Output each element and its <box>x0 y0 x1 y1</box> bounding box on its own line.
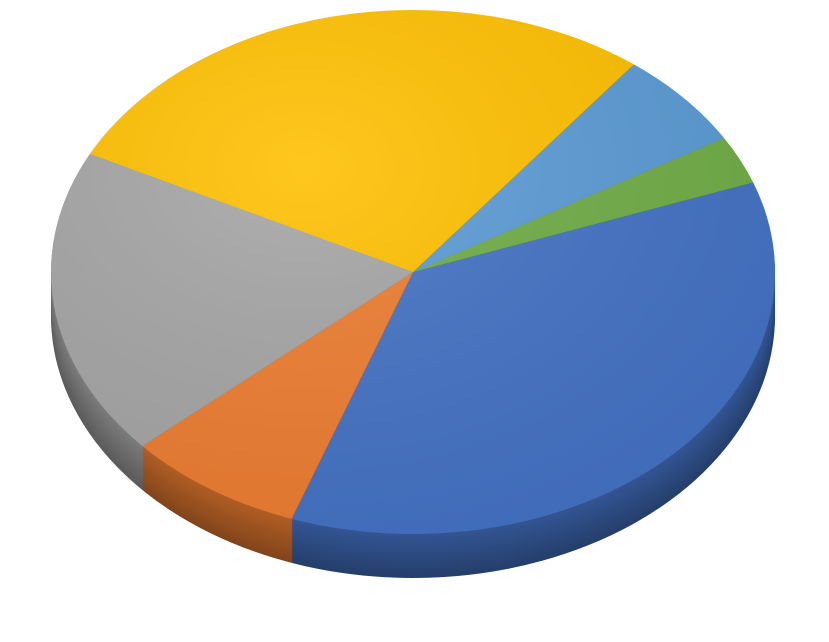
pie-top <box>51 10 775 534</box>
pie-highlight <box>51 10 775 534</box>
